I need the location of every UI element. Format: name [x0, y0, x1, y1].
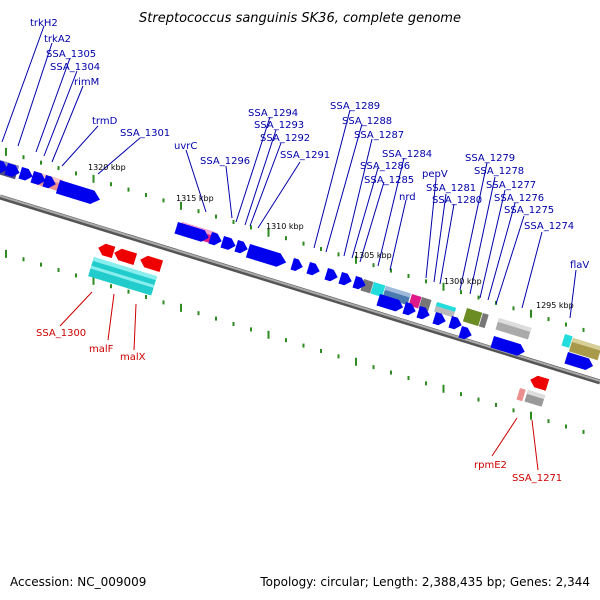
- feature-block: [568, 338, 600, 361]
- gene-arrow: [42, 175, 56, 189]
- feature-block: [462, 308, 483, 327]
- feature-block: [434, 302, 457, 318]
- gene-label[interactable]: rpmE2: [474, 460, 507, 471]
- gene-arrow: [324, 268, 338, 282]
- gene-label[interactable]: SSA_1274: [524, 221, 574, 232]
- gene-label[interactable]: trkH2: [30, 18, 58, 29]
- accession-text: Accession: NC_009009: [10, 575, 146, 589]
- feature-block: [495, 318, 532, 340]
- gene-arrow: [4, 163, 20, 177]
- gene-label[interactable]: trmD: [92, 116, 118, 127]
- callout-lines: [1, 25, 577, 471]
- gene-arrow: [490, 336, 525, 356]
- feature-block: [88, 257, 158, 296]
- gene-arrow: [416, 306, 430, 320]
- scale-label: 1315 kbp: [176, 194, 214, 203]
- genome-title: Streptococcus sanguinis SK36, complete g…: [139, 11, 461, 26]
- gene-arrow: [290, 258, 303, 271]
- gene-arrow: [140, 255, 164, 272]
- gene-label[interactable]: SSA_1275: [504, 205, 554, 216]
- gene-arrow: [234, 240, 248, 254]
- scale-label: 1305 kbp: [354, 251, 392, 260]
- gene-label[interactable]: SSA_1300: [36, 328, 86, 339]
- feature-block: [516, 388, 526, 402]
- gene-arrow: [55, 180, 100, 204]
- gene-label[interactable]: SSA_1288: [342, 116, 392, 127]
- gene-arrow: [306, 262, 320, 276]
- gene-label[interactable]: SSA_1285: [364, 175, 414, 186]
- gene-arrow: [208, 232, 222, 246]
- gene-label[interactable]: SSA_1281: [426, 183, 476, 194]
- gene-label[interactable]: uvrC: [174, 141, 197, 152]
- gene-arrow: [114, 248, 138, 265]
- gene-label[interactable]: SSA_1291: [280, 150, 330, 161]
- feature-block: [382, 286, 411, 306]
- gene-arrow: [458, 326, 472, 340]
- gene-label[interactable]: SSA_1280: [432, 195, 482, 206]
- gene-label[interactable]: SSA_1301: [120, 128, 170, 139]
- gene-label[interactable]: SSA_1279: [465, 153, 515, 164]
- gene-arrow: [448, 316, 462, 330]
- gene-arrow: [564, 352, 593, 370]
- gene-arrow: [18, 167, 33, 181]
- gene-label[interactable]: SSA_1305: [46, 49, 96, 60]
- gene-arrow: [30, 171, 46, 185]
- scale-label: 1295 kbp: [536, 301, 574, 310]
- gene-arrow: [220, 236, 236, 250]
- gene-label[interactable]: SSA_1304: [50, 62, 100, 73]
- feature-block: [370, 282, 386, 297]
- topology-text: Topology: circular; Length: 2,388,435 bp…: [259, 575, 590, 589]
- gene-arrow: [245, 244, 287, 267]
- gene-arrow: [98, 243, 116, 259]
- gene-label[interactable]: pepV: [422, 169, 448, 180]
- gene-label[interactable]: malF: [89, 344, 114, 355]
- scale-label: 1320 kbp: [88, 163, 126, 172]
- gene-label[interactable]: SSA_1287: [354, 130, 404, 141]
- gene-label[interactable]: SSA_1284: [382, 149, 432, 160]
- scale-label: 1300 kbp: [444, 277, 482, 286]
- forward-genes: [0, 160, 593, 370]
- gene-labels[interactable]: trkH2 trkA2 SSA_1305 SSA_1304 rimM trmD …: [30, 18, 589, 484]
- gene-arrow: [174, 222, 209, 242]
- gene-label[interactable]: nrd: [399, 192, 416, 203]
- gene-arrow: [352, 276, 366, 290]
- gene-arrow: [0, 160, 8, 174]
- gene-label[interactable]: SSA_1292: [260, 133, 310, 144]
- gene-arrow: [338, 272, 352, 286]
- reverse-genes: [98, 243, 550, 391]
- ruler-ticks: [5, 147, 585, 434]
- gene-label[interactable]: SSA_1278: [474, 166, 524, 177]
- gene-label[interactable]: SSA_1289: [330, 101, 380, 112]
- feature-block: [561, 334, 573, 348]
- gene-label[interactable]: SSA_1293: [254, 120, 304, 131]
- gene-label[interactable]: trkA2: [44, 34, 71, 45]
- gene-arrow: [432, 312, 446, 326]
- feature-block: [524, 390, 546, 407]
- gene-label[interactable]: SSA_1277: [486, 180, 536, 191]
- gene-label[interactable]: rimM: [74, 77, 99, 88]
- gene-arrow: [376, 294, 404, 312]
- gene-label[interactable]: SSA_1276: [494, 193, 544, 204]
- gene-label[interactable]: malX: [120, 352, 146, 363]
- scale-labels: 1320 kbp 1315 kbp 1310 kbp 1305 kbp 1300…: [88, 163, 574, 310]
- gene-label[interactable]: SSA_1286: [360, 161, 410, 172]
- gene-label[interactable]: SSA_1271: [512, 473, 562, 484]
- gene-label[interactable]: SSA_1294: [248, 108, 298, 119]
- gene-label[interactable]: SSA_1296: [200, 156, 250, 167]
- scale-label: 1310 kbp: [266, 222, 304, 231]
- gene-arrow: [402, 302, 416, 316]
- gene-label[interactable]: flaV: [570, 260, 589, 271]
- gene-arrow: [530, 375, 550, 391]
- feature-block: [478, 313, 489, 329]
